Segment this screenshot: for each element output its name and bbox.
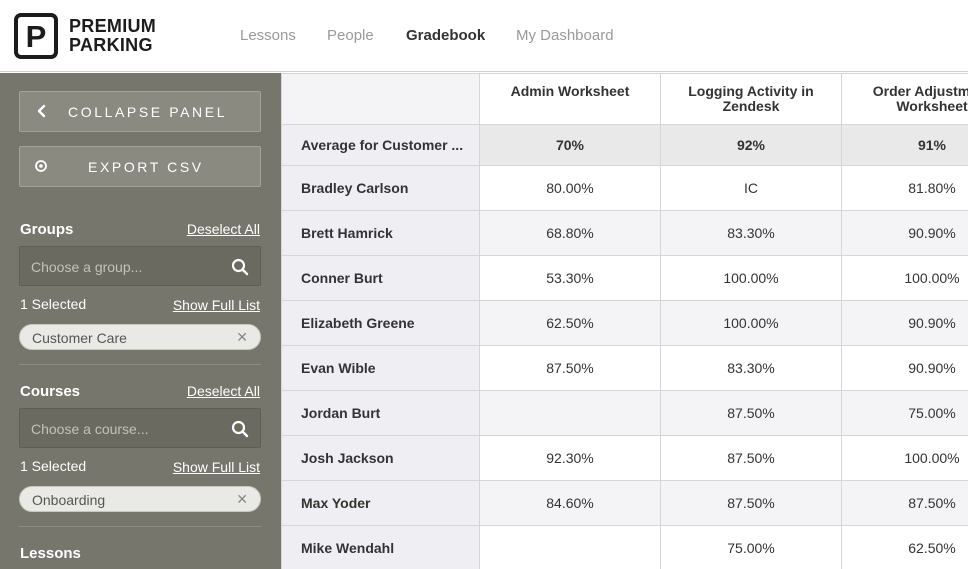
learner-name[interactable]: Max Yoder (281, 480, 480, 526)
table-row[interactable]: Bradley Carlson 80.00% IC 81.80% (281, 165, 968, 211)
grade-cell[interactable]: IC (660, 165, 842, 211)
table-row[interactable]: Max Yoder 84.60% 87.50% 87.50% (281, 480, 968, 526)
search-icon[interactable] (231, 258, 249, 276)
nav-gradebook[interactable]: Gradebook (406, 27, 486, 44)
grade-cell[interactable]: 75.00% (660, 525, 842, 569)
grade-cell[interactable]: 75.00% (841, 390, 968, 436)
learner-name[interactable]: Conner Burt (281, 255, 480, 301)
grade-cell[interactable]: 81.80% (841, 165, 968, 211)
top-header: P PREMIUM PARKING Lessons People Gradebo… (0, 0, 968, 72)
grade-cell[interactable]: 90.90% (841, 300, 968, 346)
brand-line-1: PREMIUM (69, 16, 157, 36)
table-row[interactable]: Evan Wible 87.50% 83.30% 90.90% (281, 345, 968, 391)
table-row[interactable]: Elizabeth Greene 62.50% 100.00% 90.90% (281, 300, 968, 346)
grade-cell[interactable]: 62.50% (479, 300, 661, 346)
average-cell: 91% (841, 124, 968, 166)
export-icon (35, 160, 47, 172)
course-chip: Onboarding ✕ (19, 486, 261, 512)
grade-cell[interactable]: 87.50% (660, 480, 842, 526)
grade-cell[interactable]: 83.30% (660, 210, 842, 256)
courses-deselect-all-link[interactable]: Deselect All (186, 383, 260, 399)
groups-selected-count: 1 Selected (20, 296, 87, 312)
table-row[interactable]: Brett Hamrick 68.80% 83.30% 90.90% (281, 210, 968, 256)
remove-chip-icon[interactable]: ✕ (236, 491, 248, 507)
filter-sidebar: COLLAPSE PANEL EXPORT CSV Groups Deselec… (0, 73, 281, 569)
grade-cell[interactable]: 87.50% (660, 390, 842, 436)
nav-people[interactable]: People (327, 27, 374, 44)
grade-cell[interactable]: 87.50% (479, 345, 661, 391)
average-cell: 70% (479, 124, 661, 166)
export-csv-label: EXPORT CSV (88, 159, 204, 175)
grade-cell[interactable]: 92.30% (479, 435, 661, 481)
section-divider (19, 526, 261, 527)
groups-title: Groups (20, 221, 74, 238)
brand-name[interactable]: PREMIUM PARKING (69, 17, 156, 55)
grade-cell[interactable]: 53.30% (479, 255, 661, 301)
group-chip-label: Customer Care (32, 330, 127, 346)
table-header-row: Admin Worksheet Logging Activity in Zend… (281, 73, 968, 125)
course-chip-label: Onboarding (32, 492, 106, 508)
grade-cell[interactable]: 90.90% (841, 210, 968, 256)
grade-cell[interactable]: 83.30% (660, 345, 842, 391)
grade-cell[interactable]: 62.50% (841, 525, 968, 569)
grade-cell[interactable]: 87.50% (841, 480, 968, 526)
chevron-left-icon (37, 104, 46, 118)
brand-line-2: PARKING (69, 35, 153, 55)
learner-name[interactable]: Elizabeth Greene (281, 300, 480, 346)
group-chip: Customer Care ✕ (19, 324, 261, 350)
column-header[interactable]: Order Adjustment Worksheet (841, 73, 968, 125)
nav-lessons[interactable]: Lessons (240, 27, 296, 44)
grade-cell[interactable]: 90.90% (841, 345, 968, 391)
table-row[interactable]: Mike Wendahl 75.00% 62.50% (281, 525, 968, 569)
gradebook-table-viewport[interactable]: Admin Worksheet Logging Activity in Zend… (281, 73, 968, 569)
learner-name[interactable]: Jordan Burt (281, 390, 480, 436)
learner-name[interactable]: Bradley Carlson (281, 165, 480, 211)
nav-my-dashboard[interactable]: My Dashboard (516, 27, 614, 44)
table-row[interactable]: Josh Jackson 92.30% 87.50% 100.00% (281, 435, 968, 481)
groups-deselect-all-link[interactable]: Deselect All (186, 221, 260, 237)
courses-show-full-list-link[interactable]: Show Full List (172, 459, 260, 475)
grade-cell[interactable] (479, 525, 661, 569)
average-row-label: Average for Customer ... (281, 124, 480, 166)
group-search-input[interactable]: Choose a group... (19, 246, 261, 286)
search-icon[interactable] (231, 420, 249, 438)
learner-name[interactable]: Brett Hamrick (281, 210, 480, 256)
average-row: Average for Customer ... 70% 92% 91% (281, 124, 968, 166)
grade-cell[interactable]: 80.00% (479, 165, 661, 211)
grade-cell[interactable]: 100.00% (841, 255, 968, 301)
gradebook-table: Admin Worksheet Logging Activity in Zend… (281, 73, 968, 569)
learner-name[interactable]: Evan Wible (281, 345, 480, 391)
collapse-panel-button[interactable]: COLLAPSE PANEL (19, 91, 261, 132)
export-csv-button[interactable]: EXPORT CSV (19, 146, 261, 187)
grade-cell[interactable] (479, 390, 661, 436)
table-row[interactable]: Conner Burt 53.30% 100.00% 100.00% (281, 255, 968, 301)
brand-logo[interactable]: P (14, 13, 58, 59)
grade-cell[interactable]: 84.60% (479, 480, 661, 526)
group-search-placeholder: Choose a group... (31, 259, 143, 275)
remove-chip-icon[interactable]: ✕ (236, 329, 248, 345)
grade-cell[interactable]: 100.00% (660, 255, 842, 301)
groups-show-full-list-link[interactable]: Show Full List (172, 297, 260, 313)
table-row[interactable]: Jordan Burt 87.50% 75.00% (281, 390, 968, 436)
courses-title: Courses (20, 383, 81, 400)
grade-cell[interactable]: 100.00% (660, 300, 842, 346)
lessons-title: Lessons (20, 545, 81, 562)
logo-letter: P (25, 18, 47, 54)
course-search-placeholder: Choose a course... (31, 421, 149, 437)
grade-cell[interactable]: 100.00% (841, 435, 968, 481)
column-header[interactable]: Logging Activity in Zendesk (660, 73, 842, 125)
corner-cell (281, 73, 480, 125)
learner-name[interactable]: Josh Jackson (281, 435, 480, 481)
average-cell: 92% (660, 124, 842, 166)
learner-name[interactable]: Mike Wendahl (281, 525, 480, 569)
grade-cell[interactable]: 68.80% (479, 210, 661, 256)
section-divider (19, 364, 261, 365)
grade-cell[interactable]: 87.50% (660, 435, 842, 481)
collapse-panel-label: COLLAPSE PANEL (68, 104, 228, 120)
column-header[interactable]: Admin Worksheet (479, 73, 661, 125)
courses-selected-count: 1 Selected (20, 458, 87, 474)
course-search-input[interactable]: Choose a course... (19, 408, 261, 448)
